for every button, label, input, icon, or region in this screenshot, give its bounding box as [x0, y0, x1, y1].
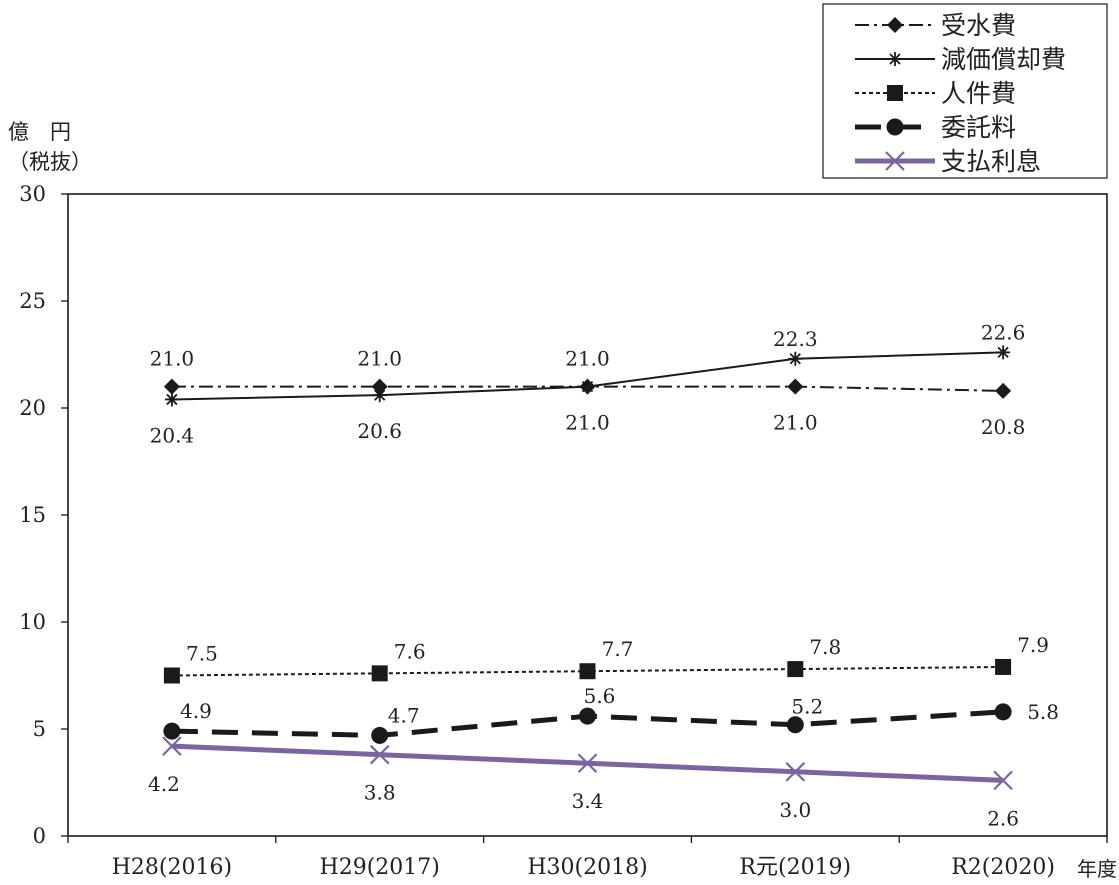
y-tick-label: 0 — [33, 824, 46, 848]
data-label: 21.0 — [773, 411, 818, 435]
data-label: 21.0 — [565, 411, 610, 435]
legend-label: 支払利息 — [941, 147, 1041, 176]
legend-label: 受水費 — [941, 11, 1016, 40]
data-label: 20.6 — [357, 419, 402, 443]
data-point — [579, 663, 596, 680]
y-tick-label: 25 — [19, 289, 46, 313]
data-label: 22.3 — [773, 327, 818, 351]
x-tick-label: R元(2019) — [739, 855, 851, 880]
y-axis-title: 億 円 — [8, 120, 71, 144]
data-label: 3.4 — [572, 789, 604, 813]
data-point — [995, 658, 1012, 675]
data-label: 3.8 — [364, 781, 396, 805]
series-2: 7.5 7.6 7.7 7.8 7.9 — [163, 633, 1049, 684]
data-point — [996, 345, 1011, 360]
x-tick-label: R2(2020) — [951, 855, 1055, 880]
data-point — [580, 379, 595, 394]
data-point — [371, 665, 388, 682]
data-label: 5.8 — [1027, 700, 1059, 724]
x-axis-title: 年度 — [1077, 857, 1117, 881]
data-label: 7.6 — [394, 639, 426, 663]
series-3: 4.9 4.7 5.6 5.2 5.8 — [163, 684, 1059, 744]
legend-label: 委託料 — [941, 113, 1016, 142]
y-tick-label: 15 — [19, 503, 46, 527]
data-point — [788, 351, 803, 366]
legend-box — [822, 3, 1108, 179]
data-label: 21.0 — [357, 347, 402, 371]
data-label: 20.8 — [981, 415, 1026, 439]
y-axis-subtitle: （税抜） — [8, 150, 92, 174]
y-tick-label: 10 — [19, 610, 46, 634]
legend-marker — [888, 52, 902, 66]
data-label: 4.9 — [180, 699, 212, 723]
series-1: 20.4 20.6 21.0 22.3 22.6 — [150, 320, 1026, 447]
legend-marker — [886, 118, 904, 136]
data-label: 4.7 — [388, 703, 420, 727]
data-point — [995, 382, 1012, 399]
legend-label: 人件費 — [941, 79, 1016, 108]
x-tick-label: H29(2017) — [320, 855, 440, 880]
data-point — [162, 736, 182, 756]
data-point — [163, 667, 180, 684]
data-point — [993, 770, 1013, 791]
y-tick-label: 5 — [33, 717, 46, 741]
legend-marker — [885, 151, 905, 171]
data-point — [577, 753, 598, 774]
x-tick-label: H28(2016) — [112, 855, 232, 880]
data-label: 3.0 — [779, 798, 811, 822]
data-point — [371, 726, 389, 744]
data-label: 21.0 — [150, 347, 195, 371]
data-label: 7.9 — [1017, 633, 1049, 657]
data-label: 7.8 — [809, 635, 841, 659]
y-tick-label: 30 — [19, 182, 46, 206]
legend-marker — [887, 17, 903, 33]
x-tick-label: H30(2018) — [527, 855, 647, 880]
data-label: 5.2 — [791, 695, 823, 719]
legend-marker — [887, 85, 903, 101]
plot-frame — [67, 193, 1108, 837]
y-tick-label: 20 — [19, 396, 46, 420]
data-label: 21.0 — [565, 347, 610, 371]
data-point — [369, 744, 390, 765]
data-point — [787, 378, 804, 395]
data-label: 4.2 — [148, 772, 180, 796]
data-point — [372, 388, 387, 403]
data-point — [787, 661, 804, 678]
data-point — [163, 378, 180, 395]
data-point — [994, 703, 1012, 721]
data-label: 7.7 — [602, 637, 634, 661]
series-4: 4.2 3.8 3.4 3.0 2.6 — [148, 736, 1019, 830]
legend-label: 減価償却費 — [941, 45, 1066, 74]
data-point — [785, 762, 806, 782]
data-point — [164, 392, 179, 407]
data-point — [163, 722, 181, 740]
data-label: 2.6 — [987, 806, 1019, 830]
data-point — [786, 716, 804, 734]
data-label: 7.5 — [186, 642, 218, 666]
data-point — [579, 707, 596, 725]
data-label: 22.6 — [981, 320, 1026, 344]
data-label: 20.4 — [150, 423, 195, 447]
data-label: 5.6 — [584, 684, 616, 708]
